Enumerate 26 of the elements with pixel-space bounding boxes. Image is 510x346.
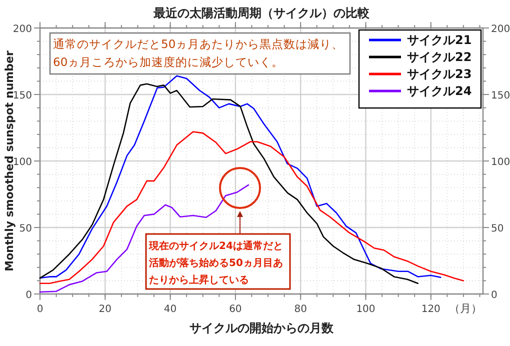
legend-label: サイクル24 xyxy=(407,84,472,98)
y-tick-label: 100 xyxy=(12,157,32,168)
x-axis-title: サイクルの開始からの月数 xyxy=(190,321,334,335)
x-tick-label: 40 xyxy=(164,304,177,315)
legend-label: サイクル21 xyxy=(407,33,472,47)
y-tick-label: 0 xyxy=(26,290,32,301)
x-tick-label: 60 xyxy=(229,304,242,315)
x-tick-label: 20 xyxy=(98,304,112,315)
y-tick-label: 50 xyxy=(19,224,32,234)
y2-tick-label: 0 xyxy=(491,290,498,301)
y2-tick-label: 50 xyxy=(491,224,504,234)
y2-tick-label: 100 xyxy=(491,157,510,168)
annotation: 通常のサイクルだと50ヵ月あたりから黒点数は減り、60ヵ月ころから加速度的に減少していく。 xyxy=(53,37,344,69)
legend-label: サイクル23 xyxy=(407,67,472,81)
x-tick-label: 100 xyxy=(356,304,376,315)
x-tick-label: 120 xyxy=(421,304,440,315)
y2-tick-label: 200 xyxy=(491,24,510,35)
chart-title: 最近の太陽活動周期（サイクル）の比較 xyxy=(152,6,370,20)
x-tick-label: 0 xyxy=(36,304,44,315)
x-tick-label: 80 xyxy=(294,304,307,315)
y-tick-label: 200 xyxy=(12,24,32,35)
y2-tick-label: 150 xyxy=(491,90,510,102)
text: （月） xyxy=(449,302,482,315)
annotation: 現在のサイクル24は通常だと活動が落ち始める50ヵ月目あたりから上昇している xyxy=(148,240,283,286)
y-tick-label: 150 xyxy=(12,90,32,102)
legend-label: サイクル22 xyxy=(407,50,472,64)
